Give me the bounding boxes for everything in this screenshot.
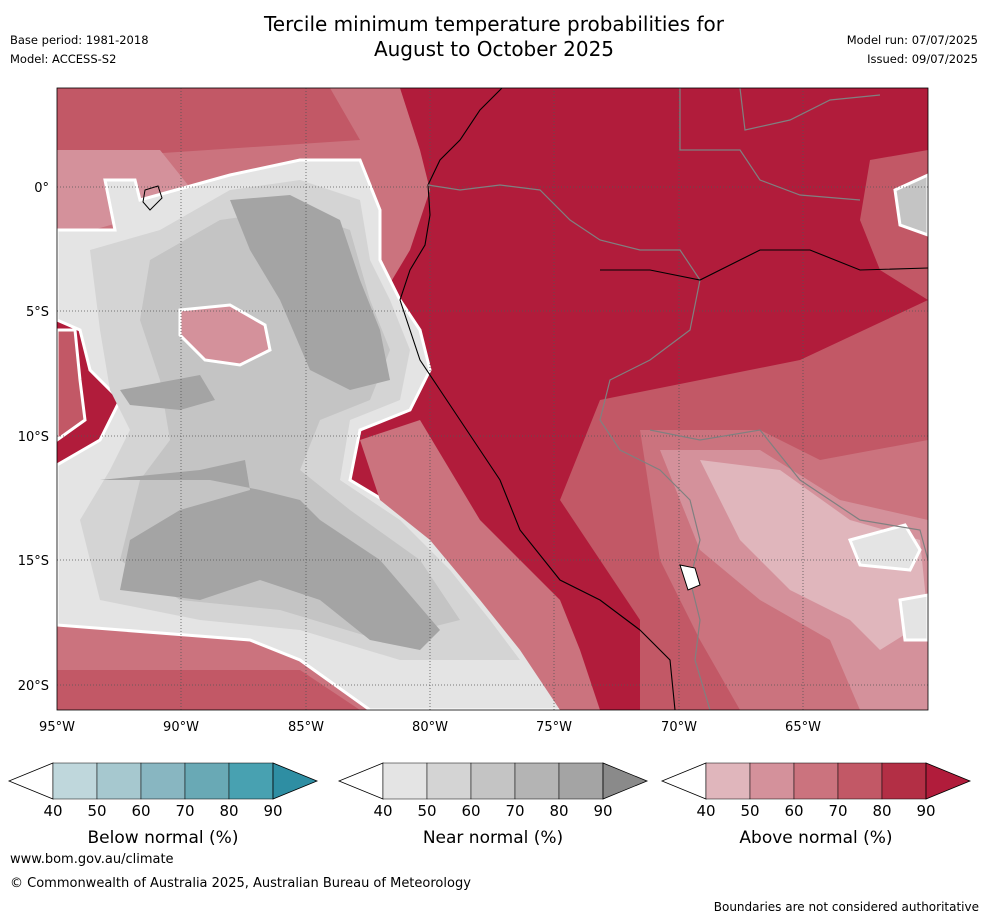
above-normal-east-40	[700, 460, 928, 650]
colorbar-tick: 90	[916, 802, 935, 820]
near-normal-ne-patch	[893, 173, 928, 237]
lon-label: 85°W	[288, 720, 324, 735]
colorbar-segment	[470, 762, 516, 800]
footer-copyright: © Commonwealth of Australia 2025, Austra…	[10, 876, 471, 891]
colorbars: 40 50 60 70 80 90 Below normal (%) 40 50 60 70 80 90…	[7, 762, 972, 848]
colorbar-min-arrow	[660, 762, 707, 800]
above-normal-band-south-inner	[57, 670, 360, 710]
above-normal-island-patch	[178, 303, 272, 367]
colorbar-segment	[228, 762, 274, 800]
lon-label: 90°W	[163, 720, 199, 735]
colorbar-3: 40 50 60 70 80 90 Above normal (%)	[660, 762, 972, 848]
probability-field	[57, 88, 928, 710]
longitude-labels: 95°W 90°W 85°W 80°W 75°W 70°W 65°W	[39, 720, 821, 735]
coastline	[399, 88, 676, 710]
colorbar-tick: 60	[461, 802, 480, 820]
country-border-bolivia	[649, 429, 928, 561]
lon-label: 65°W	[785, 720, 821, 735]
latitude-labels: 0° 5°S 10°S 15°S 20°S	[18, 181, 49, 694]
colorbar-segment	[793, 762, 839, 800]
above-normal-band-north-inner	[57, 88, 360, 160]
colorbar-min-arrow	[337, 762, 384, 800]
colorbar-caption: Below normal (%)	[88, 828, 239, 848]
meta-left: Base period: 1981-2018 Model: ACCESS-S2	[10, 31, 149, 69]
colorbar-segment	[52, 762, 98, 800]
colorbar-segment	[382, 762, 428, 800]
colorbar-tick: 70	[505, 802, 524, 820]
colorbar-1: 40 50 60 70 80 90 Below normal (%)	[7, 762, 319, 848]
above-normal-coastal-band	[360, 420, 600, 710]
colorbar-max-arrow	[925, 762, 972, 800]
issued-date: Issued: 09/07/2025	[867, 52, 978, 66]
colorbar-tick: 40	[373, 802, 392, 820]
colorbar-2: 40 50 60 70 80 90 Near normal (%)	[337, 762, 649, 848]
lat-label: 0°	[34, 181, 49, 196]
near-normal-80-north	[230, 195, 390, 390]
colorbar-tick: 50	[417, 802, 436, 820]
colorbar-caption: Near normal (%)	[423, 828, 563, 848]
colorbar-segment	[749, 762, 795, 800]
country-border-venezuela	[739, 88, 881, 131]
colorbar-segment	[558, 762, 604, 800]
colorbar-segment	[426, 762, 472, 800]
colorbar-segment	[96, 762, 142, 800]
colorbar-tick: 80	[549, 802, 568, 820]
colorbar-tick: 40	[43, 802, 62, 820]
disclaimer: Boundaries are not considered authoritat…	[713, 900, 979, 914]
country-border-peru	[427, 184, 711, 710]
colorbar-tick: 50	[740, 802, 759, 820]
lon-label: 80°W	[412, 720, 448, 735]
base-period: Base period: 1981-2018	[10, 33, 149, 47]
colorbar-tick: 60	[784, 802, 803, 820]
colorbar-tick: 40	[696, 802, 715, 820]
colorbar-tick: 90	[263, 802, 282, 820]
colorbar-segment	[184, 762, 230, 800]
lon-label: 70°W	[661, 720, 697, 735]
lat-label: 20°S	[18, 679, 49, 694]
colorbar-tick: 80	[872, 802, 891, 820]
map-title: Tercile minimum temperature probabilitie…	[0, 12, 988, 62]
colorbar-tick: 70	[175, 802, 194, 820]
colorbar-caption: Above normal (%)	[739, 828, 892, 848]
footer-url: www.bom.gov.au/climate	[10, 852, 174, 867]
colorbar-segment	[705, 762, 751, 800]
colorbar-min-arrow	[7, 762, 54, 800]
lon-label: 75°W	[536, 720, 572, 735]
colorbar-tick: 50	[87, 802, 106, 820]
near-normal-east-edge	[898, 593, 928, 642]
colorbar-max-arrow	[602, 762, 649, 800]
graticule	[57, 88, 928, 710]
lon-label: 95°W	[39, 720, 75, 735]
colorbar-segment	[837, 762, 883, 800]
colorbar-segment	[881, 762, 927, 800]
colorbar-segment	[514, 762, 560, 800]
near-normal-80-west	[120, 375, 215, 410]
lat-label: 10°S	[18, 430, 49, 445]
map-title-line1: Tercile minimum temperature probabilitie…	[263, 12, 725, 36]
colorbar-tick: 60	[131, 802, 150, 820]
colorbar-max-arrow	[272, 762, 319, 800]
colorbar-segment	[140, 762, 186, 800]
above-normal-west-edge	[57, 328, 87, 442]
near-normal-80-south	[100, 460, 440, 650]
amazon-river	[600, 249, 928, 281]
colorbar-tick: 90	[593, 802, 612, 820]
meta-right: Model run: 07/07/2025 Issued: 09/07/2025	[847, 31, 978, 69]
colorbar-tick: 70	[828, 802, 847, 820]
model-run: Model run: 07/07/2025	[846, 33, 978, 47]
galapagos-islands	[142, 185, 163, 211]
lat-label: 15°S	[18, 554, 49, 569]
lat-label: 5°S	[26, 305, 49, 320]
map-frame	[56, 87, 929, 711]
model-name: Model: ACCESS-S2	[10, 52, 117, 66]
colorbar-tick: 80	[219, 802, 238, 820]
map-title-line2: August to October 2025	[373, 37, 615, 61]
lake-titicaca	[679, 564, 701, 591]
country-border-colombia	[679, 88, 861, 201]
